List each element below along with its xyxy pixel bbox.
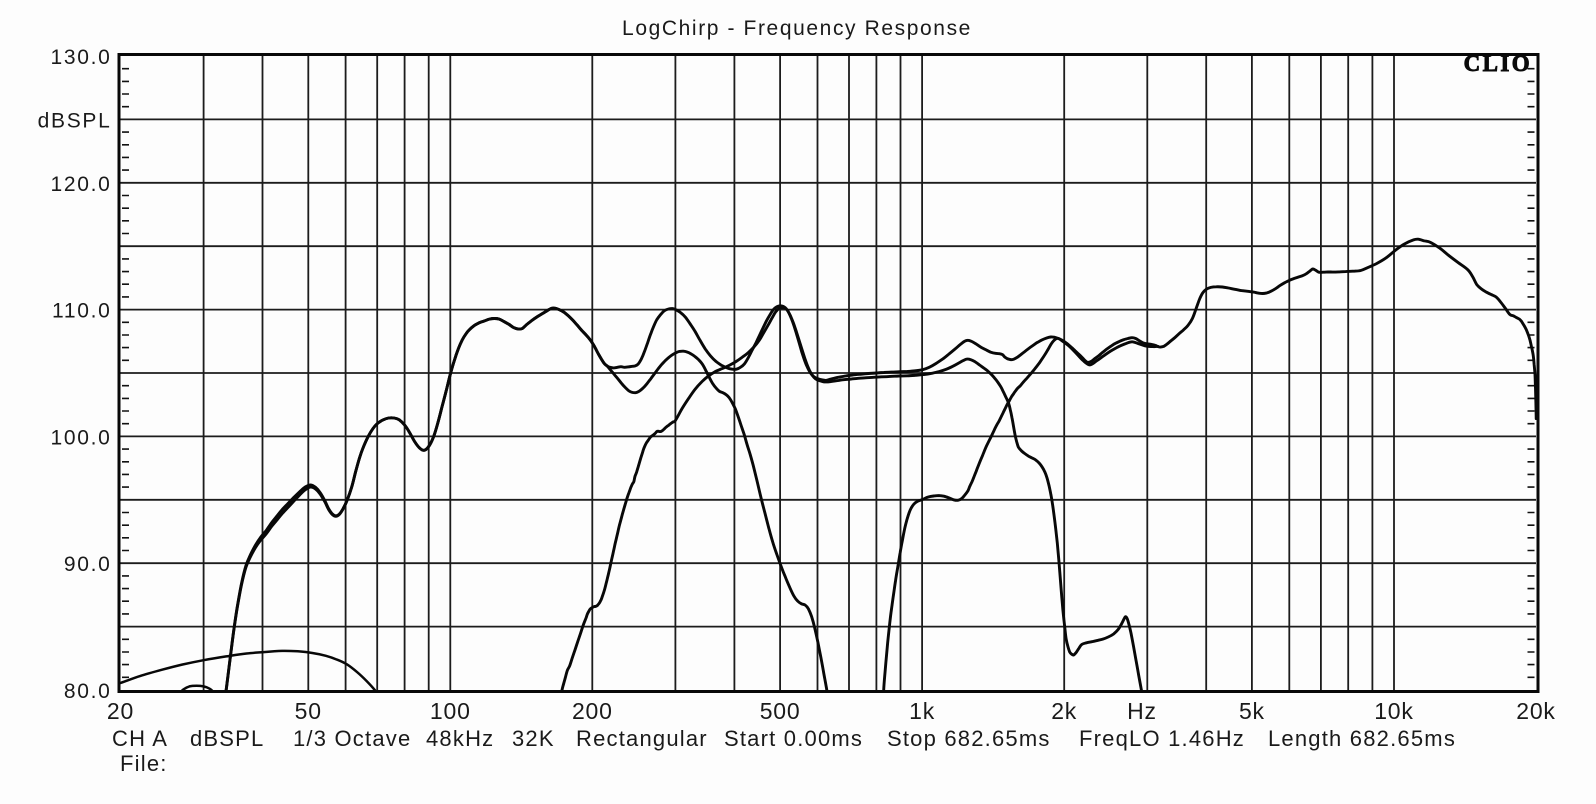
svg-text:1k: 1k	[909, 698, 935, 724]
svg-text:File:: File:	[120, 751, 168, 776]
svg-text:130.0: 130.0	[50, 46, 111, 69]
svg-text:1/3 Octave: 1/3 Octave	[293, 726, 411, 751]
svg-text:32K: 32K	[512, 726, 555, 751]
svg-text:120.0: 120.0	[50, 173, 111, 196]
svg-text:5k: 5k	[1239, 698, 1265, 724]
svg-text:50: 50	[295, 698, 322, 724]
svg-text:80.0: 80.0	[64, 680, 112, 703]
svg-text:2k: 2k	[1051, 698, 1077, 724]
svg-text:CLIO: CLIO	[1464, 51, 1532, 76]
svg-text:10k: 10k	[1374, 698, 1413, 724]
svg-text:CH A: CH A	[112, 726, 168, 751]
svg-text:Hz: Hz	[1127, 698, 1157, 724]
svg-text:500: 500	[760, 698, 801, 724]
svg-text:Start 0.00ms: Start 0.00ms	[724, 726, 863, 751]
svg-text:48kHz: 48kHz	[426, 726, 494, 751]
svg-text:100: 100	[430, 698, 471, 724]
svg-text:Length 682.65ms: Length 682.65ms	[1268, 726, 1456, 751]
svg-text:110.0: 110.0	[52, 300, 112, 323]
svg-text:20k: 20k	[1516, 698, 1555, 724]
svg-text:90.0: 90.0	[64, 553, 112, 576]
svg-text:dBSPL: dBSPL	[38, 109, 112, 132]
svg-text:200: 200	[572, 698, 613, 724]
svg-text:LogChirp - Frequency Response: LogChirp - Frequency Response	[622, 17, 972, 40]
svg-text:20: 20	[107, 698, 134, 724]
svg-text:FreqLO 1.46Hz: FreqLO 1.46Hz	[1079, 726, 1245, 751]
svg-text:Rectangular: Rectangular	[576, 726, 708, 751]
svg-text:dBSPL: dBSPL	[190, 726, 265, 751]
svg-text:100.0: 100.0	[50, 426, 111, 449]
svg-text:Stop 682.65ms: Stop 682.65ms	[887, 726, 1051, 751]
